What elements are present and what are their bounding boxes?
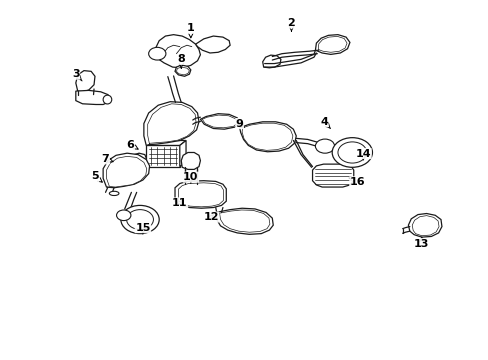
- Text: 1: 1: [186, 23, 194, 38]
- Polygon shape: [200, 114, 239, 129]
- Polygon shape: [262, 55, 280, 68]
- Polygon shape: [195, 36, 230, 53]
- Polygon shape: [318, 36, 346, 52]
- Text: 13: 13: [413, 238, 428, 248]
- Text: 10: 10: [183, 172, 198, 183]
- Polygon shape: [146, 145, 180, 167]
- Polygon shape: [176, 67, 189, 75]
- Polygon shape: [147, 104, 196, 145]
- Polygon shape: [219, 210, 269, 232]
- Polygon shape: [175, 65, 190, 76]
- Polygon shape: [132, 153, 146, 163]
- Text: 12: 12: [203, 212, 218, 222]
- Text: 14: 14: [355, 149, 370, 159]
- Text: 6: 6: [126, 140, 138, 150]
- Text: 7: 7: [102, 154, 113, 164]
- Text: 8: 8: [177, 54, 185, 68]
- Circle shape: [126, 210, 153, 229]
- Text: 11: 11: [172, 198, 187, 208]
- Circle shape: [121, 206, 159, 234]
- Ellipse shape: [109, 191, 119, 195]
- Circle shape: [337, 142, 366, 163]
- Text: 9: 9: [235, 118, 244, 129]
- Text: 4: 4: [320, 117, 330, 129]
- Polygon shape: [239, 122, 296, 152]
- Polygon shape: [143, 102, 199, 145]
- Polygon shape: [312, 164, 353, 187]
- Polygon shape: [103, 153, 149, 188]
- Polygon shape: [180, 140, 185, 167]
- Polygon shape: [106, 156, 146, 187]
- Polygon shape: [76, 71, 95, 92]
- Circle shape: [148, 48, 165, 60]
- Circle shape: [315, 139, 334, 153]
- Polygon shape: [178, 183, 223, 207]
- Text: 5: 5: [91, 171, 102, 182]
- Polygon shape: [181, 153, 200, 170]
- Polygon shape: [202, 115, 237, 128]
- Polygon shape: [76, 90, 109, 104]
- Polygon shape: [153, 35, 200, 68]
- Polygon shape: [315, 35, 349, 54]
- Polygon shape: [407, 213, 441, 237]
- Text: 16: 16: [348, 177, 365, 187]
- Circle shape: [331, 138, 372, 167]
- Ellipse shape: [103, 95, 112, 104]
- Polygon shape: [215, 208, 273, 234]
- Polygon shape: [411, 216, 438, 236]
- Text: 2: 2: [287, 18, 295, 31]
- Text: 15: 15: [135, 222, 150, 234]
- Polygon shape: [146, 140, 185, 145]
- Polygon shape: [242, 123, 292, 150]
- Polygon shape: [175, 181, 226, 208]
- Text: 3: 3: [72, 69, 82, 81]
- Circle shape: [116, 210, 131, 221]
